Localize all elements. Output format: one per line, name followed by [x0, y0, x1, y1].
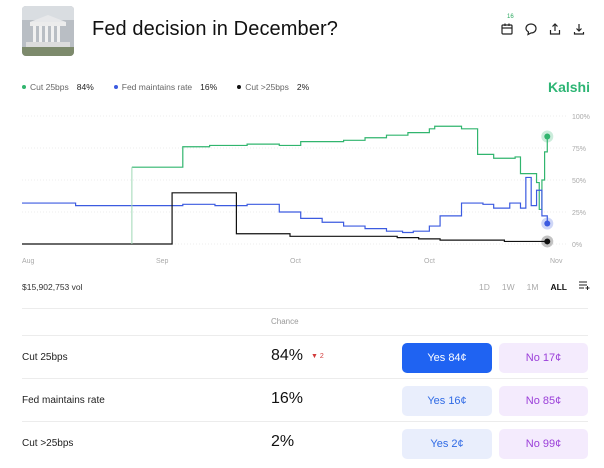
series-end-point-1 — [544, 220, 551, 227]
y-tick-label: 100% — [572, 114, 590, 121]
outcome-chance: 2% — [271, 433, 295, 450]
buy-no-button[interactable]: No 17¢ — [499, 343, 588, 373]
buy-yes-button[interactable]: Yes 84¢ — [402, 343, 492, 373]
federal-reserve-thumbnail — [22, 6, 74, 56]
y-tick-label: 75% — [572, 146, 586, 153]
legend-value: 2% — [296, 82, 310, 92]
buy-yes-button[interactable]: Yes 2¢ — [402, 429, 492, 459]
series-end-point-2 — [544, 238, 551, 245]
calendar-badge: 16 — [507, 14, 514, 20]
series-line-2 — [22, 192, 548, 245]
legend-item-cut-more-25bps[interactable]: Cut >25bps 2% — [237, 82, 309, 92]
legend-dot — [113, 85, 118, 89]
x-tick-label: Nov — [550, 258, 563, 265]
list-settings-icon[interactable] — [579, 281, 590, 292]
divider — [22, 308, 588, 309]
x-tick-label: Oct — [424, 258, 435, 265]
buy-no-button[interactable]: No 99¢ — [499, 429, 588, 459]
legend-label: Cut >25bps — [245, 82, 289, 92]
divider — [22, 378, 588, 379]
x-tick-label: Oct — [290, 258, 301, 265]
range-1m[interactable]: 1M — [526, 281, 539, 292]
x-tick-label: Aug — [22, 258, 35, 265]
series-line-0 — [131, 125, 548, 211]
series-end-point-0 — [544, 133, 551, 140]
legend-label: Cut 25bps — [30, 82, 69, 92]
legend-item-fed-maintains[interactable]: Fed maintains rate 16% — [113, 82, 218, 92]
range-1w[interactable]: 1W — [501, 281, 515, 292]
legend-item-cut-25bps[interactable]: Cut 25bps 84% — [22, 82, 94, 92]
probability-chart[interactable]: 100% 75% 50% 25% 0% Aug Sep Oct Oct Nov — [0, 100, 604, 270]
chart-legend: Cut 25bps 84% Fed maintains rate 16% Cut… — [22, 82, 309, 92]
outcome-chance: 16% — [271, 390, 304, 407]
outcome-label: Fed maintains rate — [22, 395, 105, 406]
outcome-row-fed-maintains[interactable]: Fed maintains rate 16% Yes 16¢ No 85¢ — [22, 383, 588, 417]
chance-column-header: Chance — [271, 317, 299, 326]
time-range-selector: 1D 1W 1M ALL — [479, 281, 590, 292]
legend-dot — [22, 85, 26, 89]
calendar-icon[interactable]: 16 — [500, 14, 514, 36]
buy-yes-button[interactable]: Yes 16¢ — [402, 386, 492, 416]
legend-label: Fed maintains rate — [121, 82, 193, 92]
volume-label: $15,902,753 vol — [22, 282, 83, 292]
range-1d[interactable]: 1D — [479, 281, 490, 292]
outcome-label: Cut >25bps — [22, 438, 74, 449]
x-tick-label: Sep — [156, 258, 169, 265]
outcome-row-cut-more-25bps[interactable]: Cut >25bps 2% Yes 2¢ No 99¢ — [22, 426, 588, 460]
market-title: Fed decision in December? — [92, 18, 338, 40]
divider — [22, 335, 588, 336]
range-all[interactable]: ALL — [550, 281, 567, 292]
outcome-chance: 84% — [271, 347, 304, 364]
y-tick-label: 50% — [572, 178, 586, 185]
buy-no-button[interactable]: No 85¢ — [499, 386, 588, 416]
y-tick-label: 25% — [572, 210, 586, 217]
chance-change: ▼ 2 — [311, 353, 324, 360]
outcome-label: Cut 25bps — [22, 352, 68, 363]
legend-dot — [237, 85, 242, 89]
market-header: Fed decision in December? 16 — [22, 6, 592, 56]
outcome-row-cut-25bps[interactable]: Cut 25bps 84% ▼ 2 Yes 84¢ No 17¢ — [22, 340, 588, 374]
share-icon[interactable] — [548, 22, 562, 36]
legend-value: 84% — [76, 82, 94, 92]
legend-value: 16% — [200, 82, 218, 92]
y-tick-label: 0% — [572, 242, 582, 249]
kalshi-logo[interactable]: Kalshi — [547, 79, 590, 95]
comment-icon[interactable] — [524, 22, 538, 36]
series-line-1 — [22, 176, 548, 234]
download-icon[interactable] — [572, 22, 586, 36]
divider — [22, 421, 588, 422]
